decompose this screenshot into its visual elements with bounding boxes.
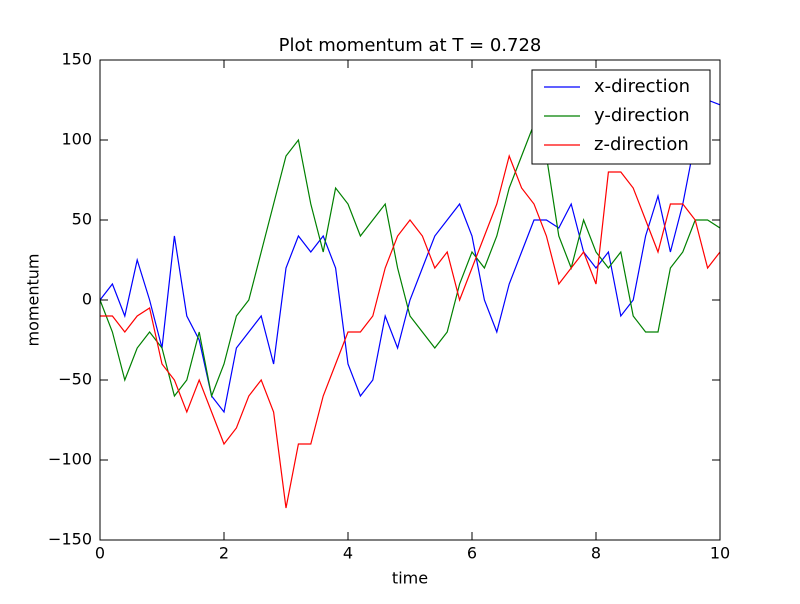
- x-tick-label: 10: [710, 544, 730, 563]
- y-tick-label: 150: [61, 50, 92, 69]
- chart-title: Plot momentum at T = 0.728: [279, 35, 542, 56]
- y-tick-label: −50: [58, 370, 92, 389]
- data-line: [100, 154, 721, 509]
- y-tick-label: 100: [61, 130, 92, 149]
- x-axis-label: time: [392, 569, 428, 588]
- plot-area: [99, 99, 721, 509]
- legend-label: x-direction: [594, 76, 690, 97]
- x-tick-label: 4: [343, 544, 353, 563]
- y-tick-label: −150: [48, 530, 92, 549]
- legend-label: z-direction: [594, 134, 689, 155]
- x-tick-label: 6: [467, 544, 477, 563]
- y-axis-label: momentum: [24, 254, 43, 347]
- data-line: [99, 122, 721, 399]
- legend-label: y-direction: [594, 105, 690, 126]
- x-tick-label: 2: [219, 544, 229, 563]
- y-tick-label: −100: [48, 450, 92, 469]
- y-tick-label: 50: [72, 210, 92, 229]
- y-tick-label: 0: [82, 290, 92, 309]
- legend-box: [531, 69, 711, 165]
- x-tick-label: 0: [95, 544, 105, 563]
- data-line: [99, 99, 721, 414]
- x-tick-label: 8: [591, 544, 601, 563]
